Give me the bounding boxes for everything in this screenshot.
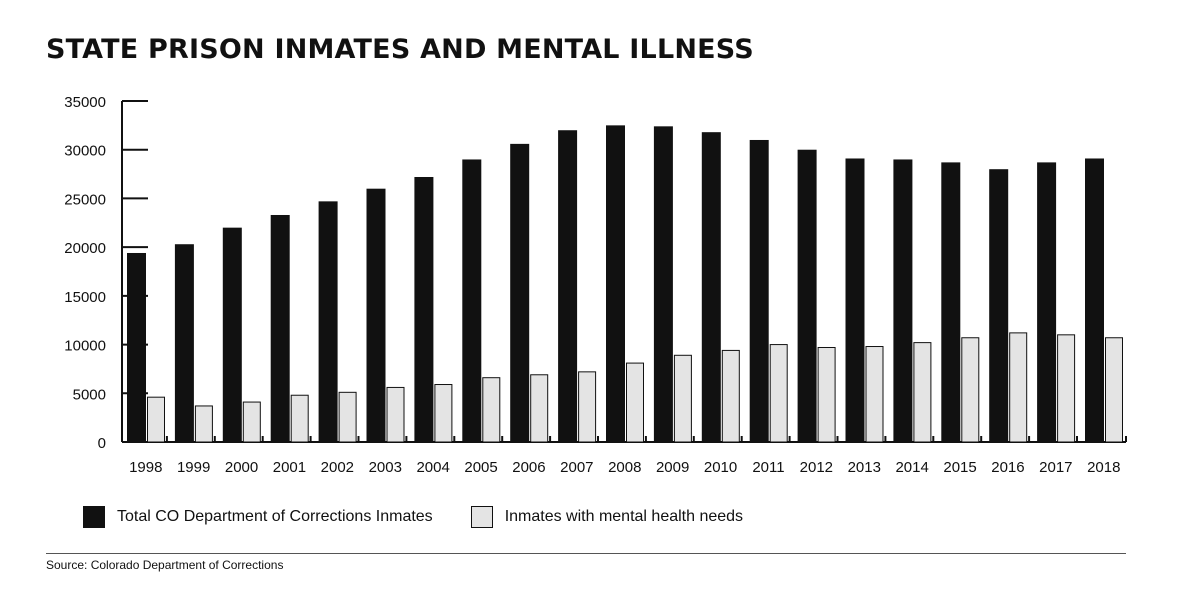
- bar-total-2012: [797, 149, 817, 442]
- bars: [127, 125, 1123, 443]
- bar-total-2002: [318, 201, 338, 442]
- bar-total-2014: [893, 159, 913, 442]
- bar-mental-health-2008: [626, 362, 644, 443]
- bar-total-2016: [989, 169, 1009, 442]
- bar-mental-health-2015: [961, 337, 980, 443]
- legend: Total CO Department of Corrections Inmat…: [83, 506, 781, 528]
- bar-mental-health-2002: [338, 391, 357, 443]
- bar-mental-health-1998: [147, 396, 165, 443]
- bar-mental-health-2009: [673, 354, 692, 443]
- x-tick-label: 2017: [1039, 459, 1072, 476]
- x-tick-label: 1999: [177, 459, 210, 476]
- x-tick-label: 2006: [512, 459, 545, 476]
- bar-mental-health-2016: [1009, 332, 1028, 443]
- x-tick-label: 2009: [656, 459, 689, 476]
- bar-total-2007: [558, 130, 578, 442]
- bar-mental-health-2017: [1057, 334, 1076, 443]
- bar-total-2003: [366, 188, 386, 442]
- x-tick-label: 1998: [129, 459, 162, 476]
- bar-mental-health-2005: [482, 377, 501, 443]
- x-tick-label: 2011: [752, 459, 784, 476]
- x-tick-label: 2005: [464, 459, 497, 476]
- bar-total-2009: [653, 126, 673, 443]
- x-tick-label: 2001: [273, 459, 306, 476]
- legend-label-mental-health: Inmates with mental health needs: [504, 508, 744, 525]
- legend-swatch-total: [83, 506, 105, 528]
- bar-total-2006: [510, 143, 530, 442]
- y-tick-label: 5000: [73, 386, 106, 403]
- y-tick-label: 10000: [64, 338, 106, 355]
- bar-total-2001: [270, 214, 290, 442]
- bar-total-2008: [606, 125, 625, 442]
- bar-mental-health-2001: [290, 394, 309, 443]
- bar-total-2017: [1037, 162, 1057, 442]
- source-note: Source: Colorado Department of Correctio…: [46, 558, 284, 572]
- bar-mental-health-2010: [721, 349, 740, 443]
- bar-mental-health-2007: [578, 371, 597, 443]
- x-tick-label: 2002: [321, 459, 354, 476]
- chart-title: STATE PRISON INMATES AND MENTAL ILLNESS: [46, 34, 754, 65]
- x-tick-label: 2000: [225, 459, 258, 476]
- x-tick-label: 2008: [608, 459, 641, 476]
- x-tick-label: 2013: [848, 459, 881, 476]
- bar-total-2013: [845, 158, 865, 443]
- x-tick-label: 2015: [943, 459, 976, 476]
- bar-mental-health-2013: [865, 346, 884, 443]
- y-tick-label: 30000: [64, 143, 106, 160]
- bar-total-2000: [222, 227, 242, 442]
- bar-mental-health-2014: [913, 342, 932, 443]
- legend-label-total: Total CO Department of Corrections Inmat…: [117, 508, 433, 525]
- legend-item-total: Total CO Department of Corrections Inmat…: [83, 506, 433, 528]
- x-tick-label: 2014: [895, 459, 928, 476]
- bar-mental-health-2004: [434, 384, 453, 443]
- legend-item-mental-health: Inmates with mental health needs: [470, 506, 744, 528]
- bar-mental-health-2006: [530, 374, 549, 443]
- bar-total-1998: [127, 252, 146, 442]
- bar-mental-health-1999: [194, 405, 213, 443]
- legend-swatch-mental-health: [470, 506, 493, 528]
- footer-divider: [46, 553, 1126, 554]
- x-tick-label: 2003: [369, 459, 402, 476]
- x-tick-label: 2004: [416, 459, 449, 476]
- bar-mental-health-2011: [769, 344, 788, 443]
- y-tick-label: 20000: [64, 240, 106, 257]
- x-tick-label: 2016: [991, 459, 1024, 476]
- bar-mental-health-2012: [817, 346, 836, 443]
- x-tick-label: 2007: [560, 459, 593, 476]
- y-tick-label: 0: [98, 435, 106, 452]
- bar-total-2018: [1085, 158, 1104, 443]
- bar-total-2005: [462, 159, 482, 442]
- x-tick-label: 2018: [1087, 459, 1120, 476]
- x-tick-label: 2010: [704, 459, 737, 476]
- x-tick-label: 2012: [800, 459, 833, 476]
- bar-total-1999: [174, 244, 194, 442]
- bar-total-2015: [941, 162, 961, 442]
- bar-mental-health-2003: [386, 386, 405, 443]
- bar-total-2011: [749, 139, 769, 442]
- bar-mental-health-2000: [242, 401, 261, 443]
- bar-total-2010: [701, 132, 721, 443]
- y-tick-label: 35000: [64, 94, 106, 111]
- y-tick-label: 15000: [64, 289, 106, 306]
- y-tick-label: 25000: [64, 191, 106, 208]
- bar-mental-health-2018: [1105, 337, 1123, 443]
- bar-total-2004: [414, 176, 434, 442]
